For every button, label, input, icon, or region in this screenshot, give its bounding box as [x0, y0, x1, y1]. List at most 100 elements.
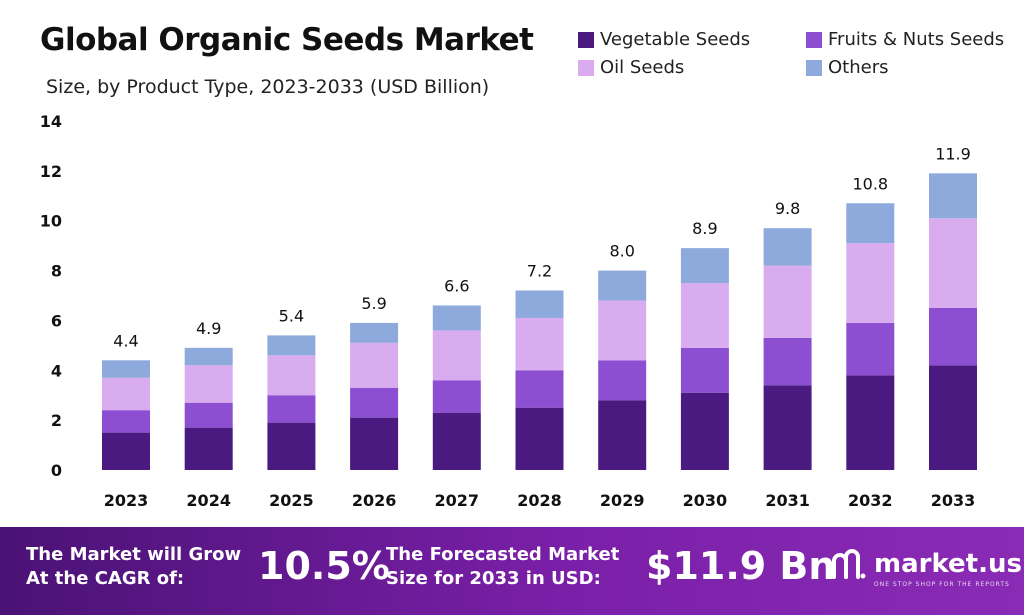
bar-segment-fruits-nuts-seeds-2032 — [846, 322, 895, 376]
legend-swatch-fruits-nuts-seeds — [806, 31, 822, 48]
bar-segment-oil-seeds-2030 — [680, 283, 729, 348]
x-tick-label: 2024 — [186, 491, 231, 510]
x-tick-label: 2027 — [435, 491, 480, 510]
bar-segment-vegetable-seeds-2026 — [350, 417, 399, 470]
chart-title: Global Organic Seeds Market — [40, 22, 534, 58]
legend-item-vegetable-seeds: Vegetable Seeds — [578, 29, 750, 50]
stacked-bar-chart: 0 2 4 6 8 10 12 14 4.4 2023 4.9 2024 5.4 2025 5.9 2026 6… — [40, 112, 977, 510]
bar-segment-others-2026 — [350, 322, 399, 343]
y-tick-label: 0 — [51, 461, 62, 480]
bar-segment-oil-seeds-2025 — [267, 355, 316, 396]
bar-segment-vegetable-seeds-2032 — [846, 375, 895, 470]
total-label: 5.9 — [361, 294, 386, 313]
legend-label: Vegetable Seeds — [600, 29, 751, 50]
forecast-label: The Forecasted Market Size for 2033 in U… — [386, 543, 619, 591]
cagr-label: The Market will Grow At the CAGR of: — [26, 543, 241, 591]
brand-tagline: ONE STOP SHOP FOR THE REPORTS — [874, 581, 1010, 588]
bar-segment-vegetable-seeds-2028 — [515, 407, 564, 470]
forecast-label-line1: The Forecasted Market — [386, 544, 620, 565]
total-label: 4.4 — [113, 331, 138, 350]
y-tick-label: 8 — [51, 262, 62, 281]
x-tick-label: 2028 — [517, 491, 562, 510]
bar-segment-fruits-nuts-seeds-2028 — [515, 370, 564, 408]
x-tick-label: 2023 — [104, 491, 149, 510]
chart-subtitle: Size, by Product Type, 2023-2033 (USD Bi… — [46, 76, 490, 98]
bar-segment-others-2029 — [598, 270, 647, 301]
bar-segment-others-2031 — [763, 228, 812, 266]
bar-segment-others-2033 — [929, 173, 977, 219]
bar-segment-others-2023 — [102, 360, 150, 378]
x-tick-label: 2033 — [931, 491, 976, 510]
forecast-value: $11.9 Bn — [646, 544, 836, 588]
total-label: 5.4 — [279, 306, 304, 325]
bar-segment-oil-seeds-2032 — [846, 243, 895, 323]
y-tick-label: 10 — [40, 212, 62, 231]
bar-segment-fruits-nuts-seeds-2029 — [598, 360, 647, 401]
x-tick-label: 2032 — [848, 491, 893, 510]
bar-segment-others-2028 — [515, 290, 564, 318]
bar-segment-fruits-nuts-seeds-2023 — [102, 410, 150, 433]
footer-banner: The Market will Grow At the CAGR of: 10.… — [0, 527, 1024, 615]
forecast-label-line2: Size for 2033 in USD: — [386, 568, 601, 589]
bar-segment-vegetable-seeds-2024 — [184, 427, 233, 470]
total-label: 8.0 — [609, 242, 634, 261]
bar-segment-others-2027 — [432, 305, 481, 331]
bar-segment-vegetable-seeds-2033 — [929, 365, 977, 470]
brand-name: market.us — [874, 549, 1022, 579]
bar-segment-fruits-nuts-seeds-2026 — [350, 387, 399, 418]
bar-segment-fruits-nuts-seeds-2033 — [929, 307, 977, 366]
y-tick-label: 6 — [51, 311, 62, 330]
legend-swatch-vegetable-seeds — [578, 31, 594, 48]
bar-segment-oil-seeds-2026 — [350, 342, 399, 388]
bar-segment-vegetable-seeds-2029 — [598, 400, 647, 470]
legend-swatch-others — [806, 59, 822, 76]
legend-label: Oil Seeds — [600, 57, 685, 78]
y-tick-label: 14 — [40, 112, 62, 131]
legend-item-oil-seeds: Oil Seeds — [578, 57, 684, 78]
legend-label: Others — [828, 57, 889, 78]
legend-item-others: Others — [806, 57, 889, 78]
total-label: 4.9 — [196, 319, 221, 338]
bar-segment-vegetable-seeds-2023 — [102, 432, 150, 470]
bar-segment-oil-seeds-2031 — [763, 265, 812, 338]
total-label: 11.9 — [935, 144, 971, 163]
x-tick-label: 2026 — [352, 491, 397, 510]
total-label: 6.6 — [444, 276, 469, 295]
bar-segment-others-2025 — [267, 335, 316, 356]
bar-segment-oil-seeds-2029 — [598, 300, 647, 361]
total-label: 10.8 — [852, 174, 888, 193]
bar-segment-fruits-nuts-seeds-2024 — [184, 402, 233, 428]
cagr-value: 10.5% — [258, 544, 390, 588]
legend-swatch-oil-seeds — [578, 59, 594, 76]
x-tick-label: 2025 — [269, 491, 314, 510]
total-label: 9.8 — [775, 199, 800, 218]
bar-segment-fruits-nuts-seeds-2025 — [267, 395, 316, 423]
cagr-label-line1: The Market will Grow — [26, 544, 242, 565]
bar-segment-others-2030 — [680, 248, 729, 284]
bar-segment-oil-seeds-2024 — [184, 365, 233, 403]
bar-segment-vegetable-seeds-2031 — [763, 385, 812, 470]
bar-segment-oil-seeds-2028 — [515, 317, 564, 371]
y-tick-label: 4 — [51, 361, 62, 380]
x-tick-label: 2029 — [600, 491, 645, 510]
bar-segment-fruits-nuts-seeds-2031 — [763, 337, 812, 386]
legend-label: Fruits & Nuts Seeds — [828, 29, 1005, 50]
y-tick-label: 12 — [40, 162, 62, 181]
legend-item-fruits-nuts-seeds: Fruits & Nuts Seeds — [806, 29, 1004, 50]
bar-segment-oil-seeds-2027 — [432, 330, 481, 381]
bar-segment-others-2024 — [184, 347, 233, 366]
y-tick-label: 2 — [51, 411, 62, 430]
brand-logo: market.us ONE STOP SHOP FOR THE REPORTS — [830, 547, 1022, 588]
bar-segment-vegetable-seeds-2025 — [267, 422, 316, 470]
bar-segment-fruits-nuts-seeds-2030 — [680, 347, 729, 393]
total-label: 7.2 — [527, 262, 552, 281]
bar-segment-others-2032 — [846, 203, 895, 244]
market-us-logo-icon — [832, 549, 866, 579]
bar-segment-fruits-nuts-seeds-2027 — [432, 380, 481, 413]
x-tick-label: 2031 — [765, 491, 810, 510]
bar-segment-oil-seeds-2033 — [929, 218, 977, 308]
cagr-label-line2: At the CAGR of: — [26, 568, 185, 589]
bar-segment-oil-seeds-2023 — [102, 377, 150, 411]
bar-segment-vegetable-seeds-2030 — [680, 392, 729, 470]
